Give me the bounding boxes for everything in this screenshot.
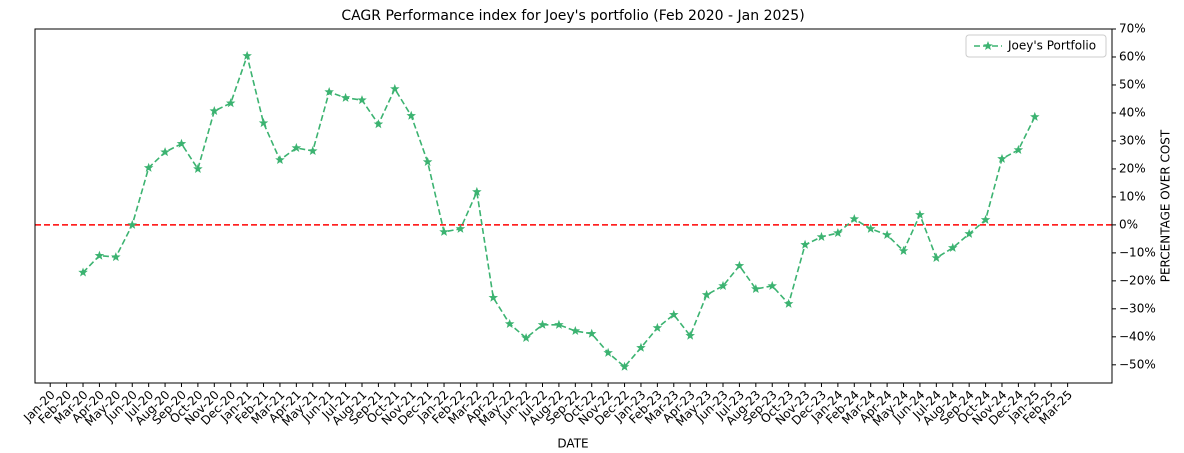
data-point bbox=[143, 162, 154, 172]
data-point bbox=[422, 156, 433, 166]
data-point bbox=[734, 260, 745, 270]
data-point bbox=[669, 309, 679, 319]
data-point bbox=[357, 95, 367, 105]
data-point bbox=[652, 322, 663, 332]
data-point bbox=[980, 214, 991, 224]
legend-box bbox=[965, 34, 1107, 58]
data-point bbox=[308, 146, 318, 156]
y-tick-label: 60% bbox=[1119, 49, 1146, 63]
y-tick-label: 0% bbox=[1119, 217, 1138, 231]
data-point bbox=[570, 325, 581, 335]
data-point bbox=[324, 86, 334, 97]
data-point bbox=[783, 298, 794, 308]
data-point bbox=[291, 142, 302, 152]
legend-label: Joey's Portfolio bbox=[1007, 39, 1096, 53]
y-tick-label: 10% bbox=[1119, 189, 1146, 203]
data-point bbox=[225, 98, 236, 108]
data-point bbox=[865, 223, 876, 233]
chart-title: CAGR Performance index for Joey's portfo… bbox=[341, 8, 804, 24]
data-point bbox=[685, 330, 695, 340]
data-point bbox=[176, 138, 187, 148]
data-point bbox=[373, 119, 384, 129]
data-point bbox=[586, 328, 597, 338]
y-tick-label: −20% bbox=[1119, 273, 1156, 287]
data-point bbox=[193, 163, 203, 173]
data-point bbox=[619, 361, 630, 371]
data-point bbox=[964, 228, 974, 238]
data-point bbox=[947, 242, 958, 252]
data-point bbox=[340, 92, 351, 102]
data-point bbox=[78, 267, 88, 277]
y-tick-label: 20% bbox=[1119, 161, 1146, 175]
data-point bbox=[603, 347, 613, 357]
data-point bbox=[275, 154, 285, 165]
data-point bbox=[406, 110, 416, 120]
data-point bbox=[455, 223, 466, 233]
legend-marker bbox=[983, 41, 993, 51]
y-tick-label: 40% bbox=[1119, 105, 1146, 119]
data-point bbox=[767, 280, 777, 290]
data-point bbox=[242, 50, 252, 60]
data-point bbox=[160, 147, 170, 157]
x-axis-label: DATE bbox=[557, 437, 588, 451]
data-point bbox=[931, 252, 942, 262]
data-point bbox=[258, 118, 269, 128]
data-point bbox=[849, 214, 860, 224]
data-point bbox=[1013, 144, 1024, 154]
data-point bbox=[127, 219, 138, 229]
plot-frame bbox=[34, 28, 1113, 384]
data-point bbox=[521, 332, 531, 342]
y-tick-label: 70% bbox=[1119, 22, 1146, 36]
data-point bbox=[718, 280, 728, 290]
data-point bbox=[882, 229, 892, 240]
y-tick-label: 50% bbox=[1119, 77, 1146, 91]
data-point bbox=[94, 250, 105, 260]
data-point bbox=[636, 342, 646, 352]
data-point bbox=[504, 318, 515, 328]
data-point bbox=[816, 231, 827, 241]
data-point bbox=[537, 319, 548, 329]
data-point bbox=[997, 153, 1007, 163]
data-point bbox=[898, 245, 909, 255]
data-point bbox=[111, 252, 121, 262]
data-point bbox=[472, 186, 482, 196]
data-line bbox=[82, 53, 1036, 368]
data-point bbox=[915, 209, 925, 219]
y-tick-label: 30% bbox=[1119, 133, 1146, 147]
data-point bbox=[439, 226, 449, 236]
data-point bbox=[701, 289, 712, 299]
y-tick-label: −50% bbox=[1119, 357, 1156, 371]
y-axis-label: PERCENTAGE OVER COST bbox=[1159, 129, 1173, 282]
data-point bbox=[833, 228, 843, 238]
data-point bbox=[554, 319, 564, 329]
y-tick-label: −30% bbox=[1119, 301, 1156, 315]
data-point bbox=[800, 239, 810, 249]
data-point bbox=[1030, 111, 1040, 121]
y-tick-label: −10% bbox=[1119, 245, 1156, 259]
data-point bbox=[488, 292, 499, 302]
data-point bbox=[209, 105, 220, 116]
y-tick-label: −40% bbox=[1119, 329, 1156, 343]
data-point bbox=[751, 283, 761, 294]
data-point bbox=[390, 83, 400, 93]
